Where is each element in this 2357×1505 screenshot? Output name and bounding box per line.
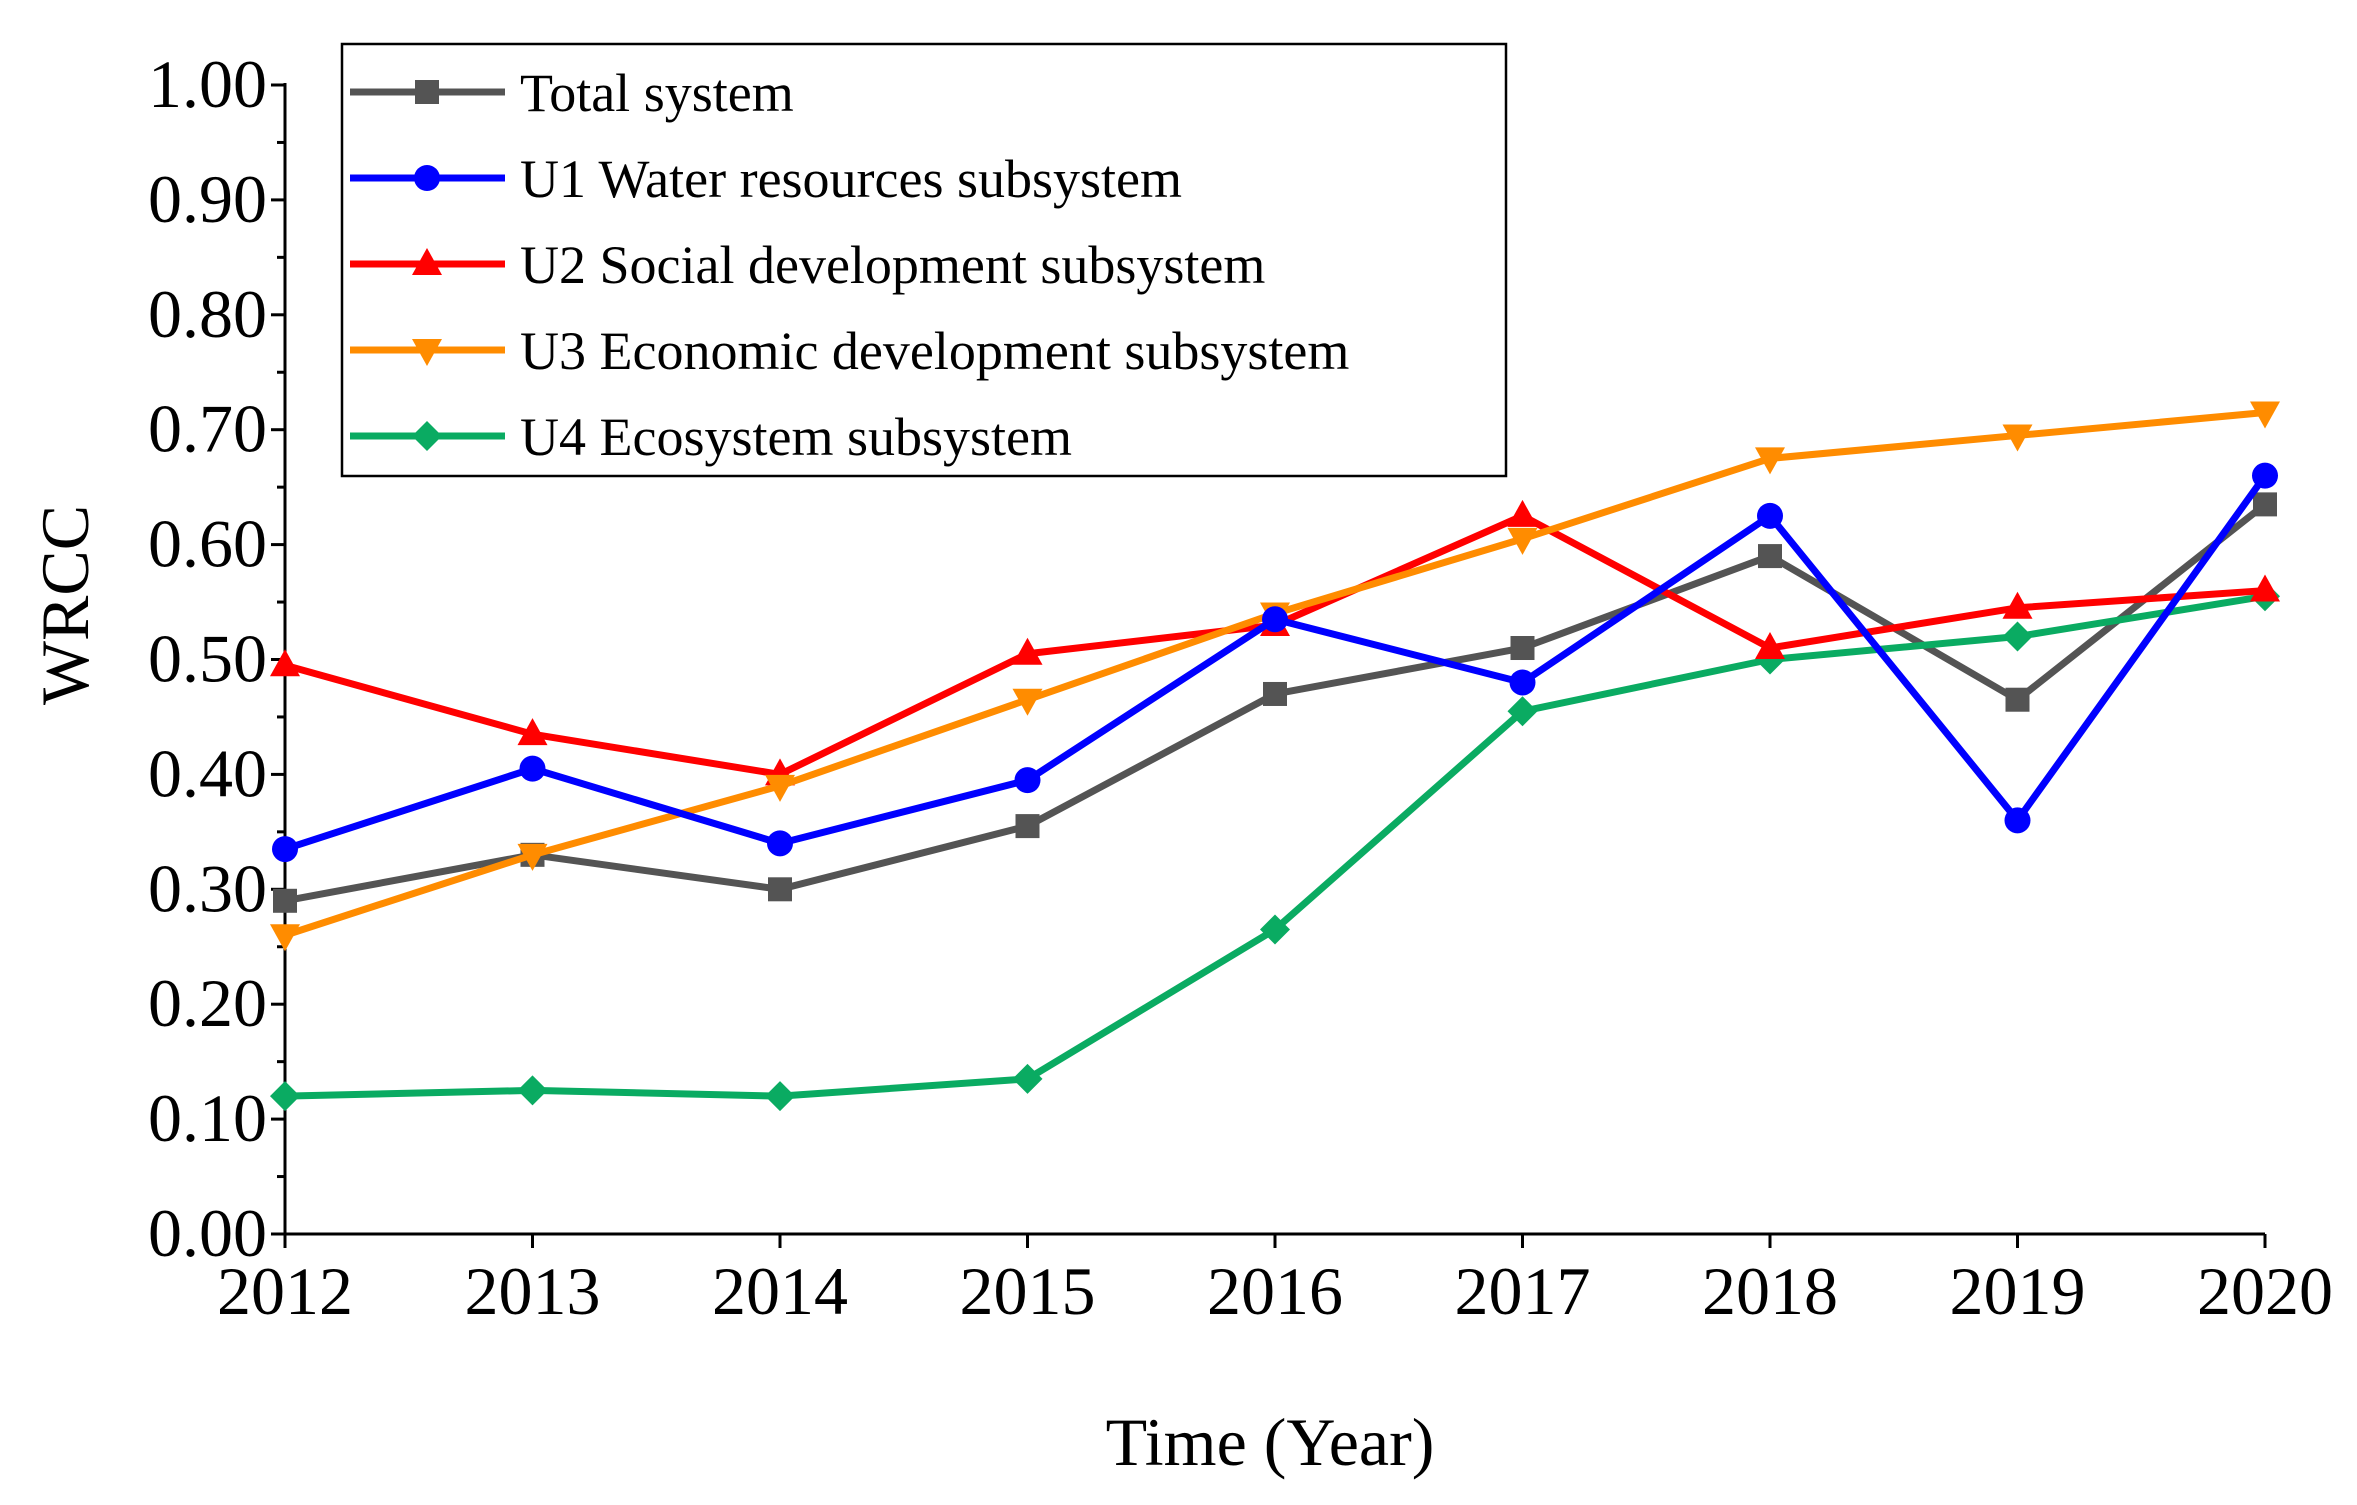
- legend-swatch-marker: [412, 421, 442, 451]
- data-point: [2250, 401, 2280, 429]
- data-point: [2002, 424, 2033, 452]
- data-point: [1755, 447, 1785, 475]
- data-point: [2250, 574, 2280, 602]
- data-point: [1507, 527, 1538, 555]
- data-point: [1757, 502, 1783, 529]
- data-point: [1507, 696, 1538, 727]
- data-point: [1012, 637, 1043, 665]
- series-line: [284, 512, 2266, 778]
- data-point: [1507, 499, 1538, 527]
- x-tick-label: 2016: [1207, 1253, 1343, 1329]
- series-group: [273, 492, 2277, 913]
- data-point: [1015, 814, 1040, 839]
- legend-swatch-marker: [415, 80, 439, 104]
- data-point: [1260, 914, 1290, 945]
- data-point: [517, 843, 548, 871]
- data-point: [765, 774, 795, 802]
- data-point: [517, 718, 548, 746]
- x-tick-label: 2019: [1950, 1253, 2086, 1329]
- legend-swatch-marker: [412, 339, 442, 366]
- data-point: [270, 924, 300, 952]
- y-tick-label: 0.70: [148, 391, 267, 467]
- x-tick-label: 2012: [217, 1253, 353, 1329]
- legend-label: Total system: [520, 63, 794, 123]
- y-tick-label: 0.80: [148, 276, 267, 352]
- y-tick-label: 1.00: [148, 46, 267, 122]
- legend: Total system U1 Water resources subsystem…: [340, 42, 1508, 478]
- y-tick-label: 0.90: [148, 161, 267, 237]
- data-point: [2005, 687, 2030, 712]
- legend-label: U4 Ecosystem subsystem: [520, 407, 1072, 467]
- data-point: [1012, 688, 1043, 716]
- data-point: [768, 877, 792, 902]
- legend-swatch-marker: [414, 165, 440, 191]
- y-tick-label: 0.10: [148, 1080, 267, 1156]
- data-point: [1510, 636, 1535, 661]
- y-tick-label: 0.60: [148, 506, 267, 582]
- data-point: [272, 836, 298, 863]
- data-point: [2252, 462, 2278, 489]
- legend-label: U3 Economic development subsystem: [520, 321, 1349, 381]
- data-point: [2004, 807, 2031, 834]
- data-point: [1755, 632, 1785, 660]
- tick-labels: 0.00 0.10 0.20 0.30 0.40 0.50 0.60 0.70 0.80 0.90…: [148, 46, 2333, 1329]
- x-tick-label: 2013: [465, 1253, 601, 1329]
- y-axis-title: WRCC: [27, 505, 103, 705]
- x-tick-label: 2018: [1702, 1253, 1838, 1329]
- data-point: [1263, 681, 1287, 706]
- series-group: [270, 581, 2280, 1112]
- data-point: [2002, 621, 2033, 652]
- x-tick-label: 2017: [1455, 1253, 1591, 1329]
- y-tick-label: 0.40: [148, 735, 267, 811]
- x-axis-title: Time (Year): [1106, 1404, 1435, 1480]
- data-point: [270, 1081, 300, 1112]
- series-line: [283, 473, 2268, 853]
- y-tick-label: 0.20: [148, 965, 267, 1041]
- data-point: [2253, 492, 2277, 517]
- data-point: [1262, 606, 1288, 633]
- legend-label: U2 Social development subsystem: [520, 235, 1265, 295]
- data-point: [1014, 767, 1041, 794]
- legend-label: U1 Water resources subsystem: [520, 149, 1182, 209]
- y-tick-label: 0.30: [148, 850, 267, 926]
- data-point: [1509, 669, 1536, 696]
- data-point: [270, 649, 300, 677]
- data-point: [767, 830, 793, 857]
- data-point: [2002, 591, 2033, 619]
- series-layer: [270, 401, 2280, 1112]
- data-point: [273, 888, 297, 913]
- legend-box: [340, 42, 1508, 478]
- y-tick-label: 0.00: [148, 1195, 267, 1271]
- y-tick-label: 0.50: [148, 621, 267, 697]
- series-group: [272, 462, 2278, 863]
- x-tick-label: 2020: [2197, 1253, 2333, 1329]
- data-point: [519, 755, 546, 782]
- legend-swatch-marker: [412, 248, 442, 275]
- data-point: [517, 1075, 548, 1106]
- x-tick-label: 2014: [712, 1253, 848, 1329]
- x-tick-label: 2015: [960, 1253, 1096, 1329]
- data-point: [765, 1081, 795, 1112]
- data-point: [1758, 544, 1782, 569]
- data-point: [1012, 1063, 1043, 1094]
